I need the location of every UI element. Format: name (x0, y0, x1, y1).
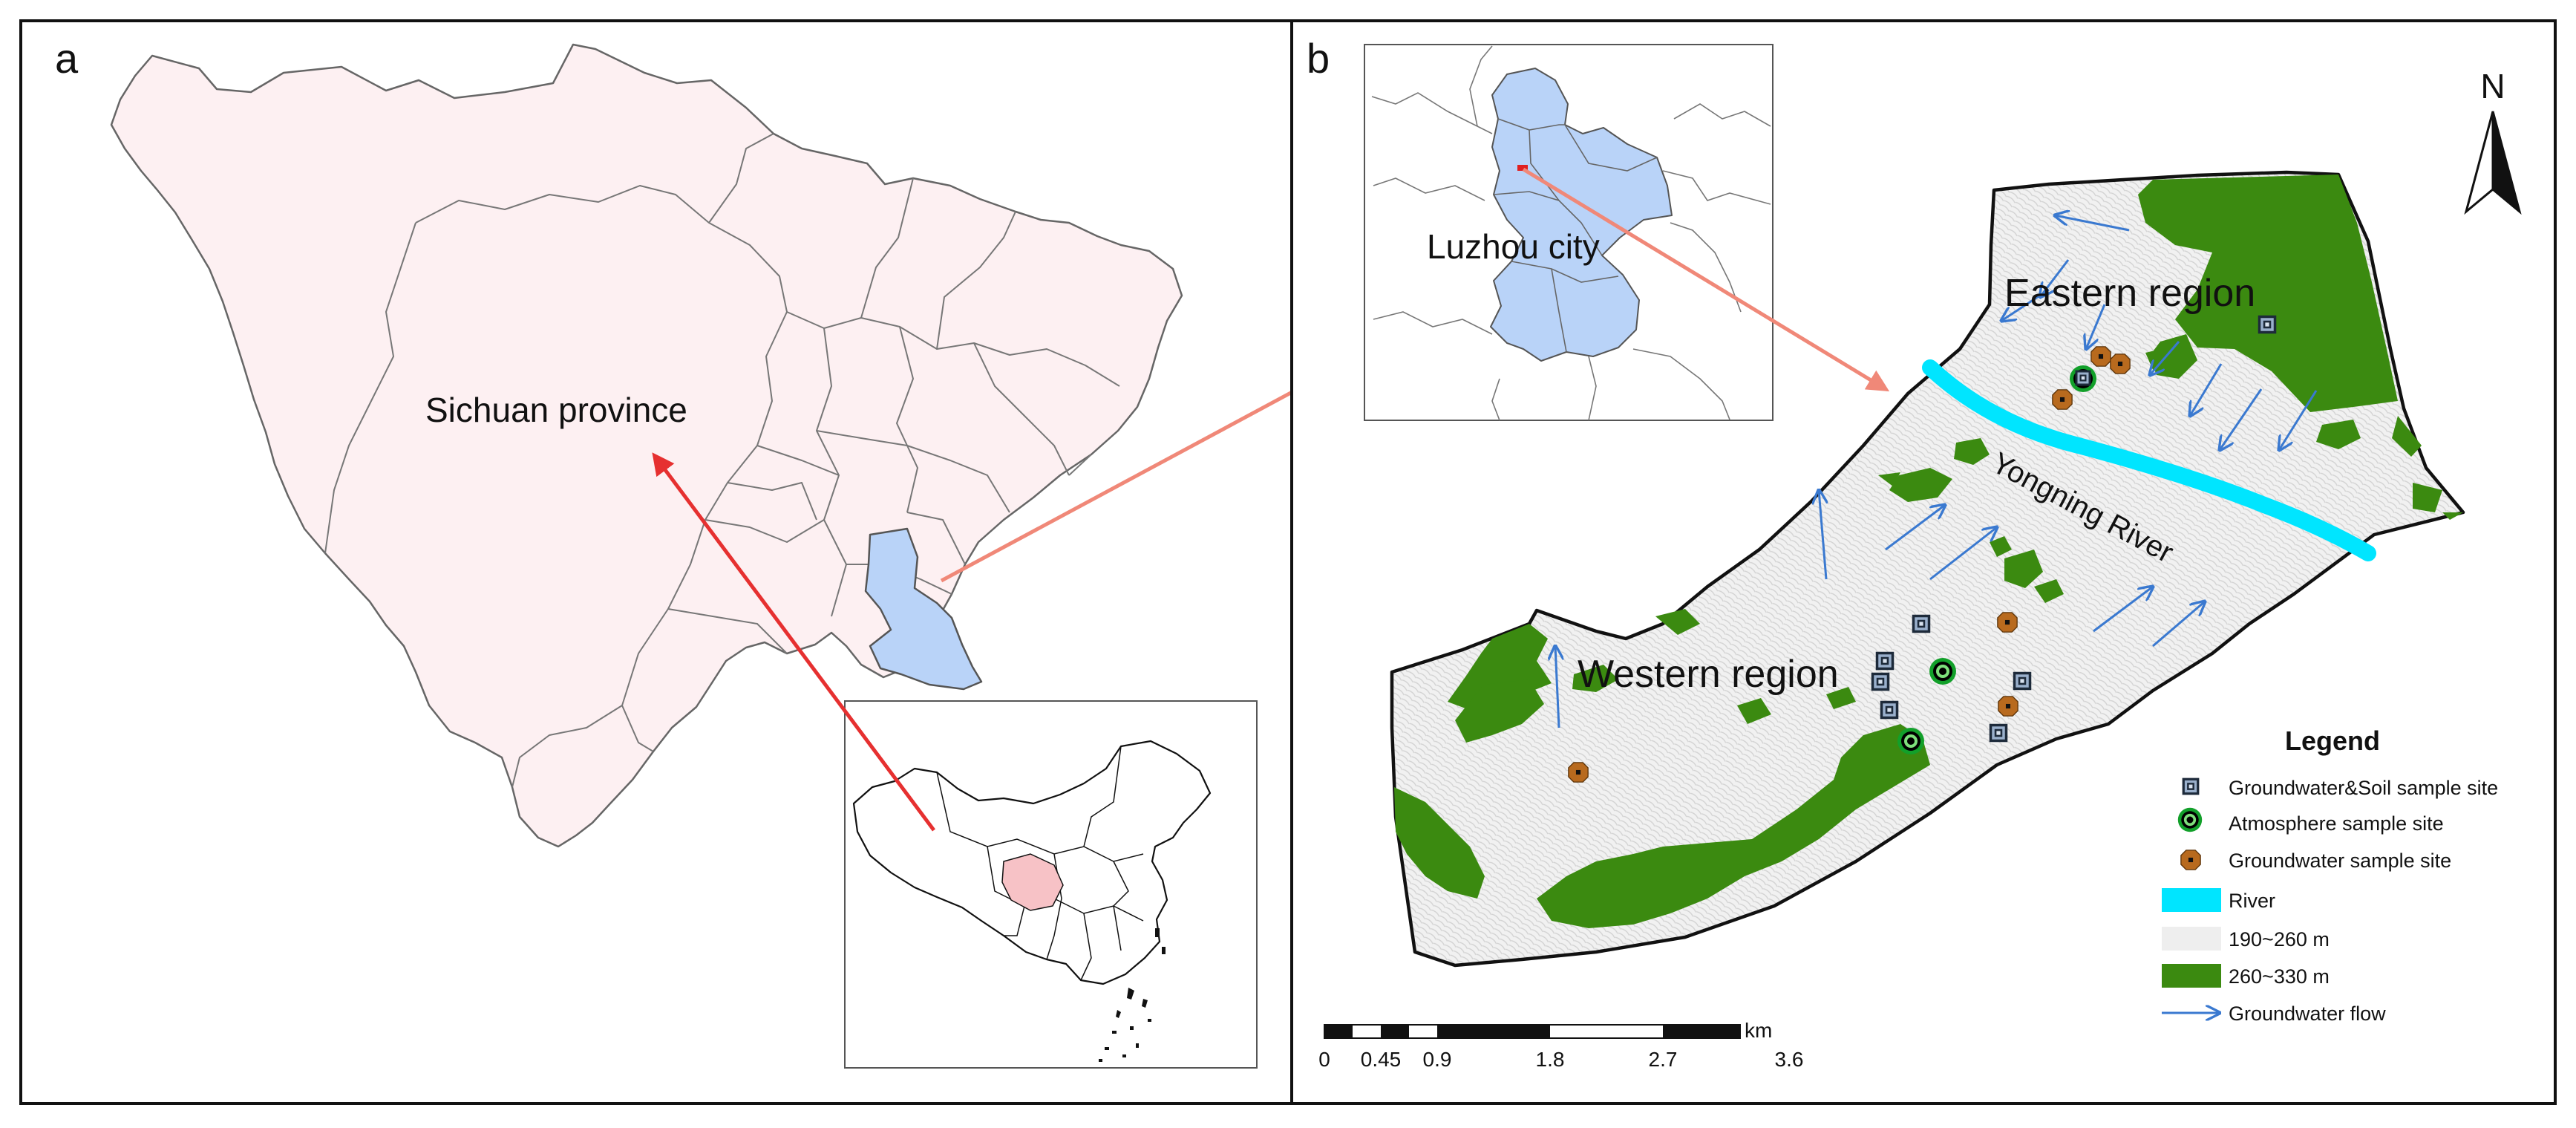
legend-label-atmosphere: Atmosphere sample site (2229, 812, 2444, 835)
groundwater-site-4 (1997, 612, 2018, 633)
western-region-label: Western region (1578, 653, 1839, 696)
scale-bar: km 0 0.45 0.9 1.8 2.7 3.6 (1318, 1019, 1803, 1071)
luzhou-inset: Luzhou city (1364, 44, 1774, 421)
groundwater-soil-site-1 (2075, 370, 2091, 386)
groundwater-site-6 (1568, 762, 1589, 783)
legend-square-site-icon (2182, 777, 2200, 795)
legend-label-low-elevation: 190~260 m (2229, 928, 2330, 951)
groundwater-flow-arrows (1555, 215, 2318, 728)
scale-tick-4: 2.7 (1649, 1048, 1678, 1071)
legend: Legend Groundwater&Soil sample site Atmo… (2162, 726, 2498, 1025)
yongning-river (1922, 359, 2376, 561)
china-sichuan-highlight (1001, 853, 1064, 911)
groundwater-soil-site-5 (1871, 672, 1890, 691)
luzhou-highlight (864, 527, 983, 691)
legend-river-swatch (2162, 888, 2221, 912)
scale-tick-5: 3.6 (1775, 1048, 1804, 1071)
groundwater-site-3 (2052, 389, 2073, 410)
study-area-marker (1517, 165, 1528, 171)
legend-ring-site-icon (2177, 807, 2203, 832)
inset-label: Luzhou city (1427, 227, 1600, 266)
sichuan-province-map: Sichuan province (110, 43, 1183, 848)
legend-label-high-elevation: 260~330 m (2229, 965, 2330, 988)
province-label: Sichuan province (425, 391, 687, 429)
eastern-region-label: Eastern region (2004, 272, 2255, 315)
groundwater-site-2 (2110, 353, 2131, 374)
north-arrow: N (2464, 67, 2522, 215)
legend-label-river: River (2229, 890, 2275, 912)
scale-tick-2: 0.9 (1423, 1048, 1452, 1071)
high-elevation-zones (1394, 175, 2463, 928)
groundwater-site-5 (1998, 696, 2018, 717)
luzhou-district-lines (1493, 118, 1658, 353)
groundwater-soil-site-8 (1989, 723, 2008, 743)
scale-tick-3: 1.8 (1536, 1048, 1565, 1071)
legend-high-elevation-swatch (2162, 964, 2221, 988)
study-area-map: Eastern region Western region Yongning R… (1390, 170, 2465, 968)
groundwater-soil-site-2 (2258, 315, 2277, 334)
south-china-sea-islands (1099, 928, 1166, 1062)
legend-label-groundwater: Groundwater sample site (2229, 850, 2451, 872)
china-to-sichuan-arrow (652, 452, 936, 832)
panel-a-letter: a (55, 35, 79, 82)
atmosphere-site-3 (1897, 728, 1924, 754)
groundwater-soil-site-7 (1880, 700, 1899, 720)
scale-unit: km (1745, 1019, 1772, 1042)
groundwater-soil-site-6 (2013, 671, 2032, 691)
legend-low-elevation-swatch (2162, 927, 2221, 951)
prefecture-boundaries (324, 133, 1120, 788)
north-label: N (2480, 67, 2505, 105)
groundwater-soil-site-3 (1912, 614, 1931, 633)
legend-label-groundwater-soil: Groundwater&Soil sample site (2229, 777, 2498, 799)
study-area-boundary (1390, 170, 2465, 968)
inset-to-study-area-arrow (1522, 167, 1890, 392)
legend-octagon-site-icon (2180, 850, 2201, 870)
groundwater-soil-site-4 (1875, 651, 1895, 671)
scale-tick-0: 0 (1318, 1048, 1330, 1071)
atmosphere-site-2 (1929, 658, 1956, 685)
panel-b-letter: b (1307, 35, 1330, 82)
china-inset (844, 700, 1258, 1069)
groundwater-site-1 (2090, 346, 2111, 367)
legend-label-flow: Groundwater flow (2229, 1003, 2386, 1025)
legend-title: Legend (2285, 726, 2380, 756)
luzhou-city-shape (1490, 68, 1673, 362)
scale-tick-1: 0.45 (1361, 1048, 1402, 1071)
neighbor-boundaries (1371, 45, 1771, 421)
